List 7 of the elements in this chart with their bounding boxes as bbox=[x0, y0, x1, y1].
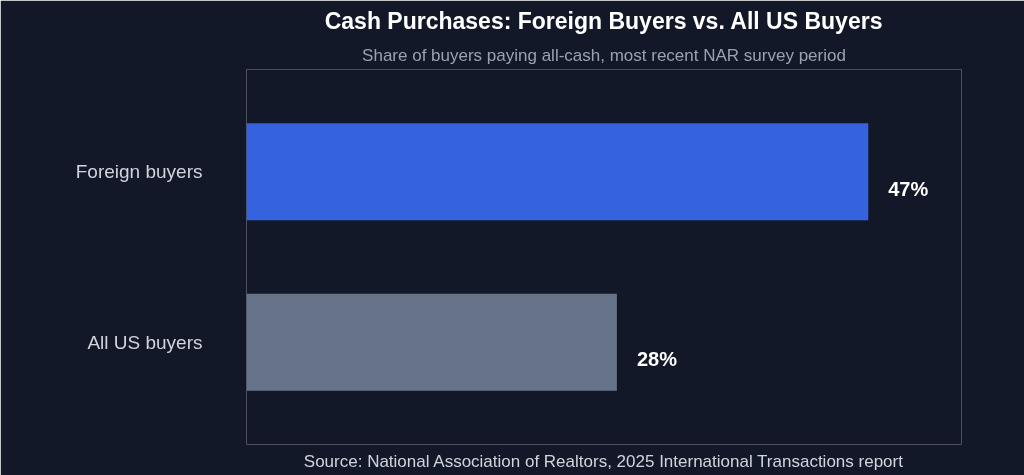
y-tick-label: Foreign buyers bbox=[75, 161, 203, 183]
data-label: 47% bbox=[888, 177, 929, 200]
chart-title: Cash Purchases: Foreign Buyers vs. All US Buyers bbox=[324, 7, 883, 34]
y-tick-label: All US buyers bbox=[87, 331, 203, 353]
source-note: Source: National Association of Realtors, 2025 International Transactions report bbox=[303, 451, 904, 471]
chart-subtitle: Share of buyers paying all-cash, most recent NAR survey period bbox=[362, 45, 846, 65]
data-label: 28% bbox=[636, 348, 678, 371]
